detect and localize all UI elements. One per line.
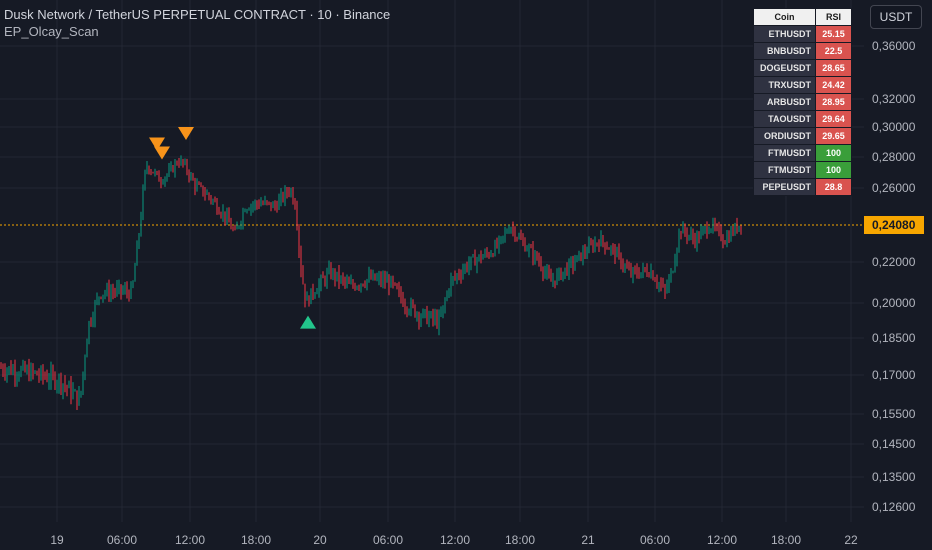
buy-signal-icon xyxy=(300,315,316,329)
rsi-table-row: ETHUSDT 25.15 xyxy=(753,25,852,43)
candles xyxy=(0,155,742,410)
chart-area[interactable]: Dusk Network / TetherUS PERPETUAL CONTRA… xyxy=(0,0,864,522)
rsi-cell: 29.64 xyxy=(815,110,852,128)
rsi-cell: 28.8 xyxy=(815,178,852,196)
rsi-table-row: ARBUSDT 28.95 xyxy=(753,93,852,111)
time-tick-label: 12:00 xyxy=(439,533,471,547)
rsi-cell: 29.65 xyxy=(815,127,852,145)
sell-signal-icon xyxy=(149,137,165,151)
indicator-name[interactable]: EP_Olcay_Scan xyxy=(4,24,99,39)
symbol-title[interactable]: Dusk Network / TetherUS PERPETUAL CONTRA… xyxy=(4,7,391,22)
price-tick-label: 0,18500 xyxy=(872,331,916,345)
currency-button[interactable]: USDT xyxy=(870,5,922,29)
rsi-cell: 25.15 xyxy=(815,25,852,43)
rsi-cell: 28.65 xyxy=(815,59,852,77)
time-axis[interactable]: 19 06:00 12:00 18:00 20 06:00 12:00 18:00 21 06:0… xyxy=(0,522,864,550)
price-tick-label: 0,28000 xyxy=(872,150,916,164)
time-tick-label: 19 xyxy=(50,533,64,547)
rsi-table-row: PEPEUSDT 28.8 xyxy=(753,178,852,196)
time-tick-label: 21 xyxy=(581,533,595,547)
time-tick-label: 18:00 xyxy=(240,533,272,547)
rsi-cell: 100 xyxy=(815,144,852,162)
rsi-table-row: BNBUSDT 22.5 xyxy=(753,42,852,60)
coin-cell: ETHUSDT xyxy=(753,25,816,43)
price-tick-label: 0,14500 xyxy=(872,437,916,451)
price-tick-label: 0,26000 xyxy=(872,181,916,195)
price-tick-label: 0,20000 xyxy=(872,296,916,310)
time-tick-label: 06:00 xyxy=(372,533,404,547)
rsi-table-row: TRXUSDT 24.42 xyxy=(753,76,852,94)
grid xyxy=(0,0,864,522)
chart-legend: Dusk Network / TetherUS PERPETUAL CONTRA… xyxy=(4,6,390,40)
rsi-cell: 100 xyxy=(815,161,852,179)
coin-cell: ORDIUSDT xyxy=(753,127,816,145)
price-tick-label: 0,15500 xyxy=(872,407,916,421)
time-tick-label: 12:00 xyxy=(706,533,738,547)
time-tick-label: 22 xyxy=(844,533,858,547)
time-tick-label: 20 xyxy=(313,533,327,547)
price-tick-label: 0,17000 xyxy=(872,368,916,382)
coin-column-header: Coin xyxy=(753,8,816,26)
coin-cell: PEPEUSDT xyxy=(753,178,816,196)
coin-cell: FTMUSDT xyxy=(753,144,816,162)
rsi-cell: 24.42 xyxy=(815,76,852,94)
rsi-table-row: ORDIUSDT 29.65 xyxy=(753,127,852,145)
rsi-cell: 22.5 xyxy=(815,42,852,60)
rsi-table-row: TAOUSDT 29.64 xyxy=(753,110,852,128)
rsi-column-header: RSI xyxy=(815,8,852,26)
price-tick-label: 0,30000 xyxy=(872,120,916,134)
price-tick-label: 0,36000 xyxy=(872,39,916,53)
price-tick-label: 0,32000 xyxy=(872,92,916,106)
coin-cell: ARBUSDT xyxy=(753,93,816,111)
rsi-cell: 28.95 xyxy=(815,93,852,111)
rsi-table-row: FTMUSDT 100 xyxy=(753,144,852,162)
rsi-table-header: Coin RSI xyxy=(753,8,852,26)
coin-cell: DOGEUSDT xyxy=(753,59,816,77)
time-tick-label: 18:00 xyxy=(770,533,802,547)
coin-cell: TRXUSDT xyxy=(753,76,816,94)
time-tick-label: 18:00 xyxy=(504,533,536,547)
price-tick-label: 0,12600 xyxy=(872,500,916,514)
sell-signal-icon xyxy=(154,146,170,160)
rsi-table-body: ETHUSDT 25.15 BNBUSDT 22.5 DOGEUSDT 28.65 TRXU… xyxy=(753,25,852,196)
price-chart[interactable] xyxy=(0,0,864,522)
sell-signal-icon xyxy=(178,127,194,140)
time-tick-label: 06:00 xyxy=(639,533,671,547)
rsi-table: Coin RSI ETHUSDT 25.15 BNBUSDT 22.5 DOGEUSDT… xyxy=(753,8,852,196)
price-tick-label: 0,22000 xyxy=(872,255,916,269)
time-tick-label: 06:00 xyxy=(106,533,138,547)
coin-cell: TAOUSDT xyxy=(753,110,816,128)
coin-cell: FTMUSDT xyxy=(753,161,816,179)
price-axis[interactable]: 0,36000 0,32000 0,30000 0,28000 0,26000 0,220… xyxy=(864,0,932,522)
last-price-label: 0,24080 xyxy=(864,216,924,234)
price-tick-label: 0,13500 xyxy=(872,470,916,484)
rsi-table-row: FTMUSDT 100 xyxy=(753,161,852,179)
coin-cell: BNBUSDT xyxy=(753,42,816,60)
signal-markers xyxy=(149,127,316,329)
rsi-table-row: DOGEUSDT 28.65 xyxy=(753,59,852,77)
time-tick-label: 12:00 xyxy=(174,533,206,547)
